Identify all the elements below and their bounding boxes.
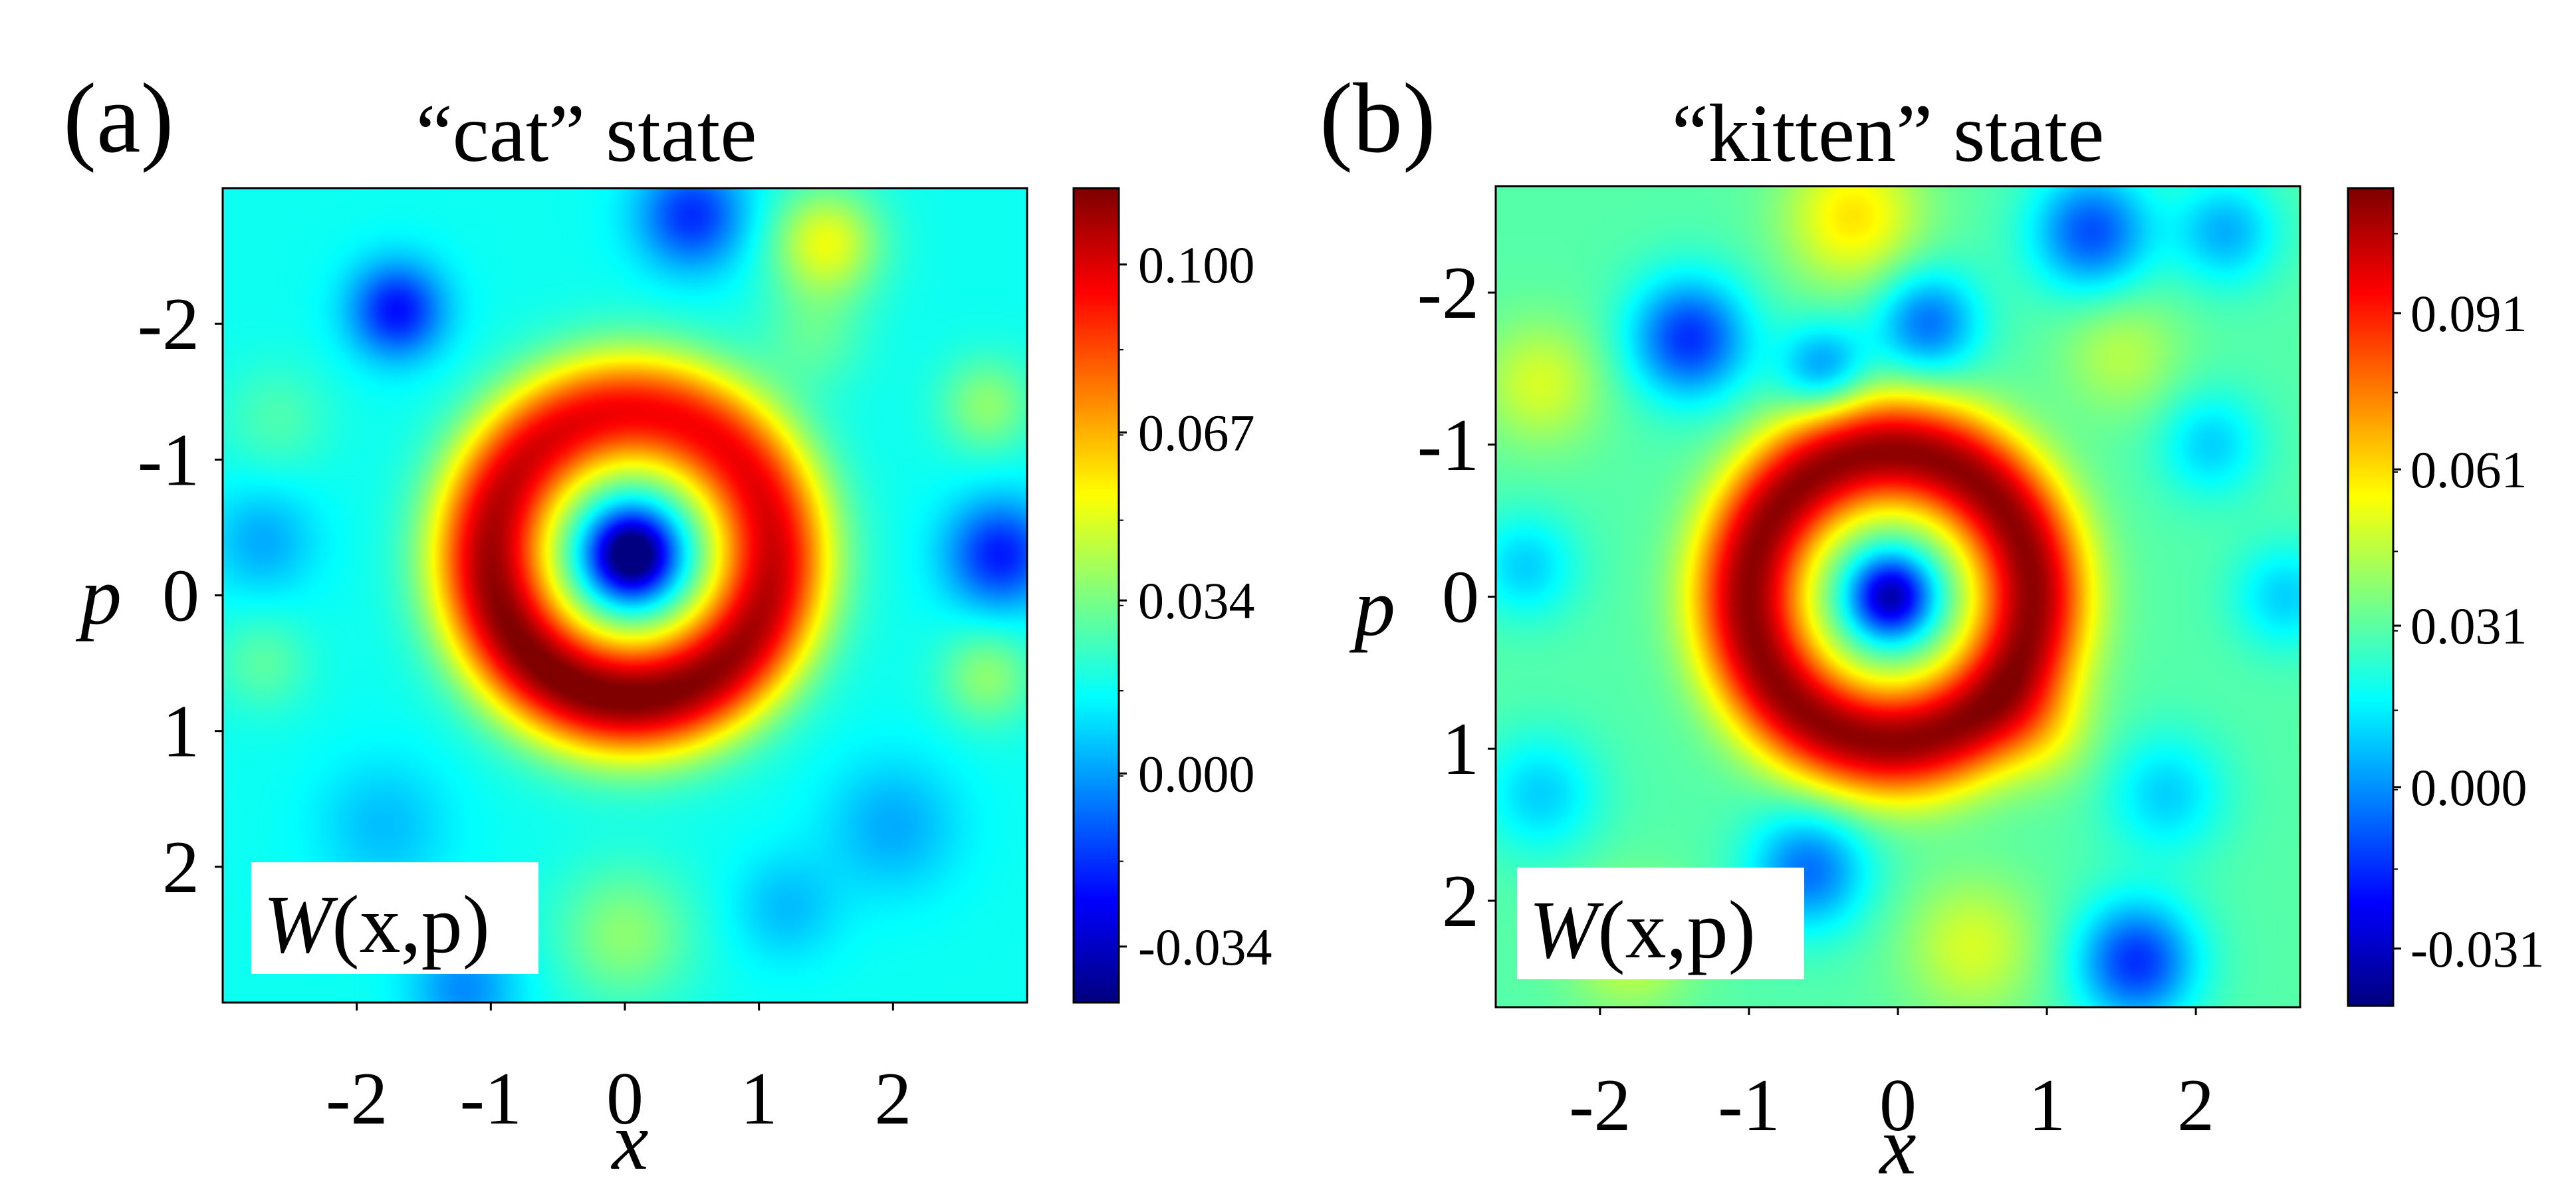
colorbar-ticks: -0.031 0.000 0.031 0.061 0.091 (2393, 233, 2544, 978)
panel-label: (a) (63, 63, 174, 174)
y-tick-label: 1 (1442, 708, 1479, 790)
colorbar-ticks: -0.034 0.000 0.034 0.067 0.100 (1119, 236, 1272, 976)
x-tick-label: 0 (606, 1058, 644, 1140)
wigner-annotation: W(x,p) (251, 862, 538, 974)
y-tick-label: -2 (1417, 252, 1479, 334)
x-tick-label: -2 (326, 1058, 388, 1140)
y-axis-ticks: -2 -1 0 1 2 (138, 283, 223, 909)
y-axis-label: p (1349, 562, 1395, 653)
annotation-args: (x,p) (332, 879, 490, 970)
colorbar-gradient (1074, 188, 1119, 1003)
y-tick-label: 1 (162, 691, 199, 773)
annotation-args: (x,p) (1597, 884, 1756, 975)
colorbar-tick-label: 0.000 (2410, 759, 2527, 816)
chart-title: “cat” state (416, 88, 757, 179)
chart-title: “kitten” state (1672, 88, 2105, 179)
x-tick-label: 2 (2177, 1064, 2214, 1147)
x-axis-label: x (610, 1096, 648, 1187)
x-tick-label: -1 (1718, 1064, 1780, 1147)
colorbar-tick-label: 0.100 (1138, 236, 1255, 294)
y-tick-label: 0 (162, 555, 199, 638)
annotation-prefix: W (1529, 884, 1604, 975)
y-tick-label: -1 (138, 419, 199, 501)
x-axis-ticks: -2 -1 0 1 2 (1569, 1007, 2214, 1147)
colorbar-tick-label: 0.067 (1138, 404, 1255, 462)
wigner-annotation: W(x,p) (1517, 868, 1804, 979)
y-axis-label: p (75, 550, 122, 642)
colorbar-frame (1072, 187, 1120, 1004)
y-tick-label: 2 (162, 826, 199, 909)
colorbar-tick-label: 0.000 (1138, 745, 1255, 802)
x-tick-label: 1 (741, 1058, 778, 1140)
colorbar-tick-label: 0.061 (2410, 441, 2527, 499)
colorbar: -0.031 0.000 0.031 0.061 0.091 (2347, 187, 2544, 1007)
colorbar-frame (2347, 187, 2395, 1007)
colorbar-tick-label: 0.034 (1138, 572, 1255, 630)
x-tick-label: 1 (2028, 1064, 2065, 1147)
colorbar-tick-label: 0.031 (2410, 597, 2527, 655)
annotation-prefix: W (263, 879, 338, 970)
x-tick-label: 0 (1879, 1064, 1917, 1147)
y-tick-label: 0 (1442, 556, 1479, 639)
panel-a: (a) “cat” state -2 -1 0 1 2 -2 -1 0 1 2 x p W(x,… (63, 63, 1272, 1187)
x-tick-label: -1 (460, 1058, 522, 1140)
y-tick-label: -1 (1417, 404, 1479, 487)
colorbar-tick-label: -0.031 (2410, 920, 2544, 978)
x-tick-label: -2 (1569, 1064, 1631, 1147)
colorbar-tick-label: -0.034 (1138, 918, 1272, 976)
x-axis-label: x (1878, 1100, 1916, 1191)
x-axis-ticks: -2 -1 0 1 2 (326, 1003, 911, 1140)
colorbar-tick-label: 0.091 (2410, 285, 2527, 342)
y-tick-label: 2 (1442, 860, 1479, 943)
annotation-box (251, 862, 538, 974)
annotation-text: W(x,p) (263, 879, 490, 970)
panel-b: (b) “kitten” state -2 -1 0 1 2 -2 -1 0 1 2 x p W… (1320, 63, 2544, 1191)
y-axis-ticks: -2 -1 0 1 2 (1417, 252, 1496, 943)
colorbar: -0.034 0.000 0.034 0.067 0.100 (1072, 187, 1272, 1004)
annotation-box (1517, 868, 1804, 979)
y-tick-label: -2 (138, 283, 199, 366)
panel-label: (b) (1320, 63, 1436, 174)
colorbar-gradient (2348, 188, 2393, 1006)
annotation-text: W(x,p) (1529, 884, 1756, 975)
x-tick-label: 2 (874, 1058, 911, 1140)
